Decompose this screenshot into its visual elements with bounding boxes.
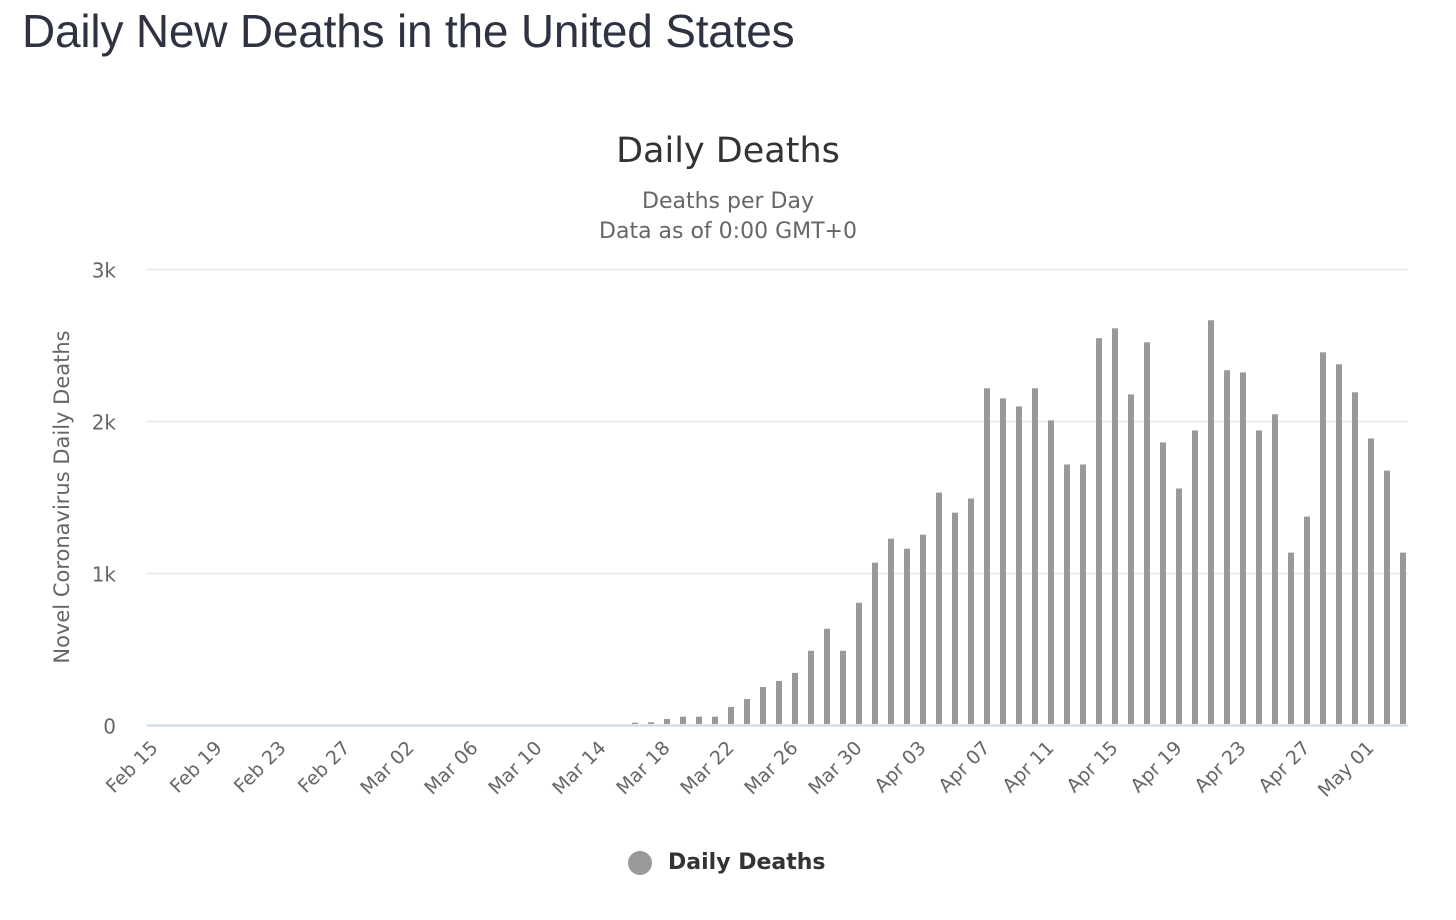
bar[interactable] <box>1208 320 1214 724</box>
bar[interactable] <box>1080 464 1086 724</box>
bar[interactable] <box>1272 414 1278 724</box>
bar[interactable] <box>680 716 686 724</box>
bar[interactable] <box>1336 364 1342 724</box>
bar[interactable] <box>776 680 782 724</box>
bar[interactable] <box>1112 328 1118 724</box>
bar[interactable] <box>984 388 990 724</box>
x-tick-label: Feb 15 <box>102 737 163 798</box>
bar[interactable] <box>824 628 830 724</box>
y-axis: 0 1k 2k 3k <box>92 259 117 739</box>
page-title: Daily New Deaths in the United States <box>22 5 795 57</box>
bar[interactable] <box>1048 420 1054 724</box>
bar[interactable] <box>696 716 702 724</box>
bar[interactable] <box>1000 398 1006 724</box>
bar[interactable] <box>1304 516 1310 724</box>
y-axis-title: Novel Coronavirus Daily Deaths <box>50 330 74 663</box>
bar[interactable] <box>728 706 734 724</box>
bar[interactable] <box>1384 470 1390 724</box>
x-tick-label: Apr 15 <box>1062 737 1122 797</box>
bar[interactable] <box>1064 464 1070 724</box>
bar[interactable] <box>760 687 766 724</box>
x-tick-label: Apr 19 <box>1126 737 1186 797</box>
bar[interactable] <box>920 534 926 724</box>
x-axis: Feb 15 Feb 19 Feb 23 Feb 27 Mar 02 Mar 06 Mar … <box>102 737 1379 802</box>
legend-label: Daily Deaths <box>668 850 826 875</box>
x-tick-label: Feb 23 <box>230 737 291 798</box>
x-tick-label: Apr 03 <box>870 737 930 797</box>
bar[interactable] <box>712 716 718 724</box>
bar[interactable] <box>1160 442 1166 724</box>
chart-title: Daily Deaths <box>616 131 840 171</box>
bar[interactable] <box>808 650 814 724</box>
bar[interactable] <box>1016 406 1022 724</box>
x-tick-label: Mar 10 <box>484 737 546 799</box>
bar[interactable] <box>664 718 670 724</box>
bar[interactable] <box>1128 394 1134 724</box>
y-tick-label: 3k <box>92 259 117 283</box>
bar[interactable] <box>648 722 654 724</box>
gridlines <box>147 268 1408 727</box>
x-tick-label: Feb 19 <box>166 737 227 798</box>
x-tick-label: Apr 07 <box>934 737 994 797</box>
y-tick-label: 0 <box>103 715 116 739</box>
bar[interactable] <box>744 699 750 724</box>
bar[interactable] <box>888 538 894 724</box>
x-tick-label: Mar 30 <box>804 737 866 799</box>
bar[interactable] <box>1192 430 1198 724</box>
bar[interactable] <box>952 512 958 724</box>
x-tick-label: Mar 26 <box>740 737 802 799</box>
x-tick-label: Mar 22 <box>676 737 738 799</box>
bar[interactable] <box>872 562 878 724</box>
bar[interactable] <box>1240 372 1246 724</box>
bar[interactable] <box>1288 552 1294 724</box>
chart-subtitle: Deaths per Day Data as of 0:00 GMT+0 <box>0 187 1456 247</box>
bar[interactable] <box>1176 488 1182 724</box>
legend-marker-icon <box>628 850 652 875</box>
bar[interactable] <box>1256 430 1262 724</box>
bar[interactable] <box>1400 552 1406 724</box>
bar[interactable] <box>1320 352 1326 724</box>
x-tick-label: Apr 11 <box>998 737 1058 797</box>
x-tick-label: May 01 <box>1314 737 1379 802</box>
bar[interactable] <box>840 650 846 724</box>
bar[interactable] <box>968 498 974 724</box>
bar[interactable] <box>856 602 862 724</box>
bar[interactable] <box>936 492 942 724</box>
chart-subtitle-line: Deaths per Day <box>642 189 814 214</box>
x-tick-label: Apr 27 <box>1254 737 1314 797</box>
bar[interactable] <box>1352 392 1358 724</box>
bar[interactable] <box>1144 342 1150 724</box>
x-tick-label: Mar 06 <box>420 737 482 799</box>
x-tick-label: Mar 18 <box>612 737 674 799</box>
chart-subtitle-line: Data as of 0:00 GMT+0 <box>599 219 857 244</box>
x-tick-label: Mar 02 <box>356 737 418 799</box>
legend-item-daily-deaths[interactable]: Daily Deaths <box>628 850 826 875</box>
x-tick-label: Apr 23 <box>1190 737 1250 797</box>
bars <box>632 320 1406 724</box>
bar[interactable] <box>792 672 798 724</box>
bar[interactable] <box>904 548 910 724</box>
bar[interactable] <box>1096 338 1102 724</box>
bar[interactable] <box>1224 370 1230 724</box>
bar[interactable] <box>1368 438 1374 724</box>
x-tick-label: Mar 14 <box>548 737 610 799</box>
bar[interactable] <box>632 722 638 724</box>
bar[interactable] <box>1032 388 1038 724</box>
x-tick-label: Feb 27 <box>294 737 355 798</box>
y-tick-label: 1k <box>92 563 117 587</box>
y-tick-label: 2k <box>92 411 117 435</box>
